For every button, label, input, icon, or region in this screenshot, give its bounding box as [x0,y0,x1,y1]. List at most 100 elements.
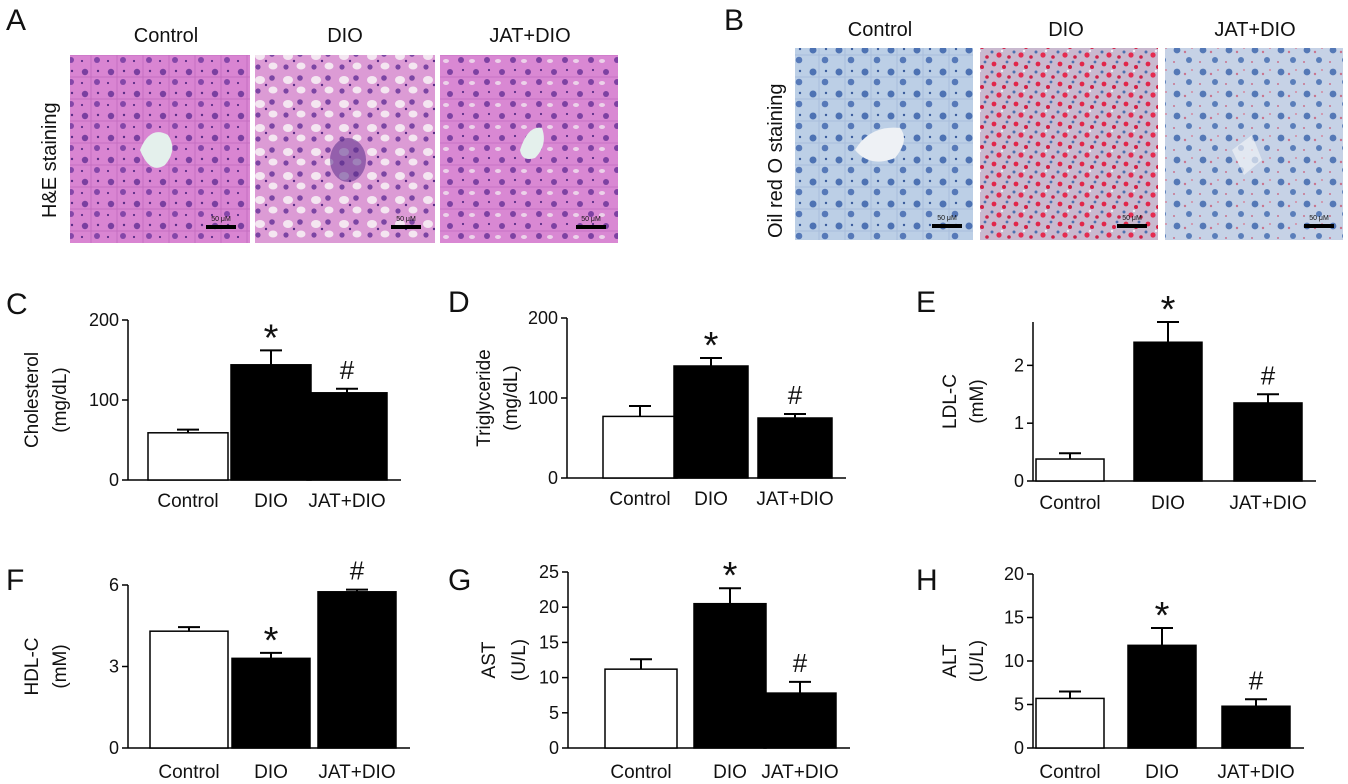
panel-label-d: D [448,286,470,319]
ldl-c-significance-hash: # [1261,360,1276,390]
hdl-c-bar-1 [231,657,311,749]
hdl-c-ylabel: HDL-C [22,637,43,695]
alt-ytick-label: 10 [1004,651,1024,671]
micrograph-oro-jat: 50 μM [1165,48,1343,240]
ast-ylabel: AST [479,641,500,678]
panel-a: A H&E staining Control DIO JAT+DIO 50 μM… [6,4,618,243]
cholesterol-category-label: JAT+DIO [308,491,385,512]
image-title-control-he: Control [134,25,198,47]
chart-ldl-c: E LDL-C (mM) 0 1 2 Control * DIO # JAT+DIO [916,286,1316,514]
ldl-c-ytick-label: 0 [1014,471,1024,491]
panel-label-e: E [916,286,936,319]
ast-bar-2 [763,692,837,749]
hdl-c-bar-0 [149,630,229,749]
alt-category-label: DIO [1145,762,1179,783]
hdl-c-significance-star: * [264,620,279,662]
chart-alt: H ALT (U/L) 0 5 10 15 20 Control * DIO # JAT+DIO [916,564,1304,783]
svg-text:50 μM: 50 μM [1309,215,1329,222]
svg-text:50 μM: 50 μM [211,216,231,223]
ldl-c-significance-star: * [1161,289,1176,331]
image-title-dio-oro: DIO [1048,19,1084,41]
hdl-c-category-label: JAT+DIO [318,762,395,783]
ast-ytick-label: 20 [539,597,559,617]
alt-bar-0 [1035,697,1105,749]
chart-hdl-c: F HDL-C (mM) 0 3 6 Control * DIO # JAT+DIO [6,556,410,783]
triglyceride-bar-0 [602,415,678,479]
alt-ytick-label: 5 [1014,695,1024,715]
panel-label-h: H [916,564,938,597]
hdl-c-bar-2 [317,591,397,749]
hdl-c-ylabel-unit: (mM) [50,644,71,688]
triglyceride-bar-1 [673,365,749,479]
alt-category-label: JAT+DIO [1217,762,1294,783]
hdl-c-ytick-label: 6 [109,575,119,595]
panel-label-b: B [724,4,744,37]
image-title-jat-oro: JAT+DIO [1214,19,1295,41]
cholesterol-ylabel: Cholesterol [22,352,43,448]
alt-ytick-label: 0 [1014,738,1024,758]
triglyceride-ylabel-unit: (mg/dL) [501,365,522,430]
alt-bar-1 [1127,644,1197,749]
svg-text:50 μM: 50 μM [396,216,416,223]
panel-label-g: G [448,564,471,597]
cholesterol-ytick-label: 200 [89,310,119,330]
ast-category-label: DIO [713,762,747,783]
triglyceride-category-label: JAT+DIO [756,489,833,510]
micrograph-oro-control: 50 μM [795,48,973,240]
triglyceride-bar-2 [757,417,833,479]
hdl-c-category-label: DIO [254,762,288,783]
micrograph-oro-dio: 50 μM [980,48,1158,240]
cholesterol-significance-star: * [264,317,279,359]
triglyceride-category-label: DIO [694,489,728,510]
svg-text:50 μM: 50 μM [581,216,601,223]
image-title-jat-he: JAT+DIO [489,25,570,47]
ldl-c-bar-2 [1233,402,1303,482]
triglyceride-category-label: Control [609,489,670,510]
alt-significance-star: * [1155,595,1170,637]
ast-bar-1 [693,602,767,749]
cholesterol-significance-hash: # [340,355,355,385]
ldl-c-ytick-label: 1 [1014,413,1024,433]
ast-bar-0 [604,668,678,749]
triglyceride-ylabel: Triglyceride [474,349,495,447]
hdl-c-ytick-label: 0 [109,738,119,758]
alt-bar-2 [1221,705,1291,749]
ldl-c-category-label: JAT+DIO [1229,493,1306,514]
alt-ytick-label: 15 [1004,608,1024,628]
triglyceride-significance-star: * [704,325,719,367]
ast-category-label: JAT+DIO [761,762,838,783]
ast-ytick-label: 25 [539,562,559,582]
chart-triglyceride: D Triglyceride (mg/dL) 0 100 200 Control * DIO # J… [448,286,846,510]
ldl-c-bar-1 [1133,341,1203,482]
ldl-c-category-label: Control [1039,493,1100,514]
alt-ylabel-unit: (U/L) [967,640,988,682]
panel-label-f: F [6,564,24,597]
ast-ytick-label: 5 [549,703,559,723]
micrograph-he-dio: 50 μM [255,55,435,243]
ldl-c-ytick-label: 2 [1014,355,1024,375]
hdl-c-ytick-label: 3 [109,657,119,677]
triglyceride-ytick-label: 0 [548,468,558,488]
alt-significance-hash: # [1249,665,1264,695]
ldl-c-ylabel: LDL-C [940,374,961,429]
cholesterol-category-label: DIO [254,491,288,512]
stain-label-he: H&E staining [39,102,61,218]
alt-ylabel: ALT [940,644,961,678]
ast-ytick-label: 0 [549,738,559,758]
chart-cholesterol: C Cholesterol (mg/dL) 0 100 200 Control * DIO # JA… [6,288,401,512]
triglyceride-significance-hash: # [788,380,803,410]
micrograph-he-jat: 50 μM [440,55,618,243]
panel-b: B Oil red O staining Control DIO JAT+DIO… [724,4,1343,240]
cholesterol-ytick-label: 100 [89,390,119,410]
ast-category-label: Control [610,762,671,783]
cholesterol-category-label: Control [157,491,218,512]
ast-significance-star: * [723,555,738,597]
svg-text:50 μM: 50 μM [1122,215,1142,222]
cholesterol-bar-2 [306,392,388,481]
ldl-c-ylabel-unit: (mM) [967,379,988,423]
cholesterol-ylabel-unit: (mg/dL) [50,367,71,432]
image-title-dio-he: DIO [327,25,363,47]
panel-label-c: C [6,288,28,321]
micrograph-he-control: 50 μM [70,55,250,243]
